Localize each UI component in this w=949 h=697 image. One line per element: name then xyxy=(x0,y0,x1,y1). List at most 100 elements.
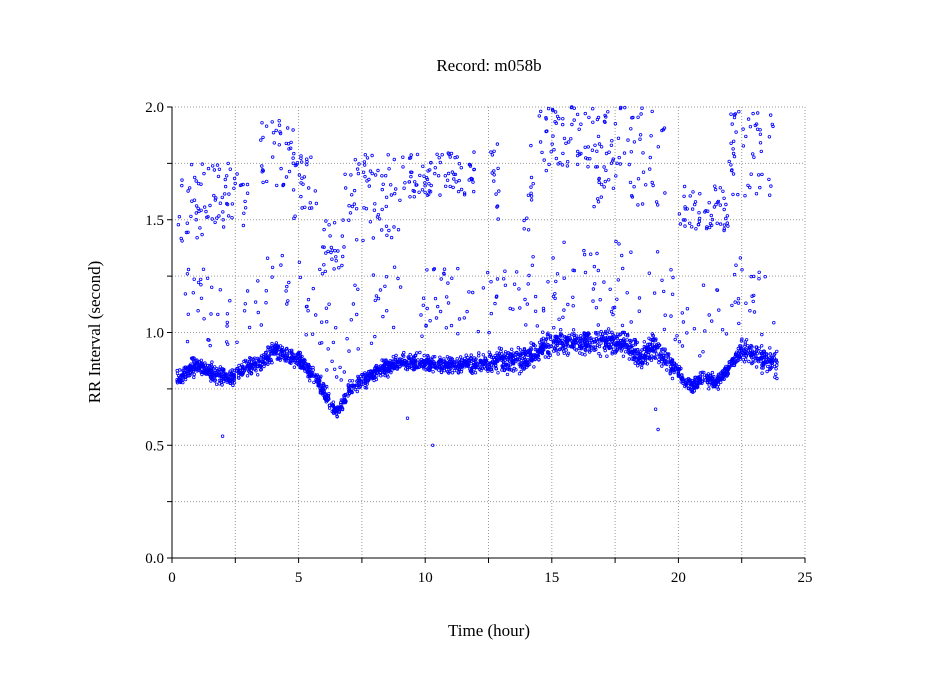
data-point xyxy=(320,341,324,345)
data-point xyxy=(674,363,679,367)
data-point xyxy=(448,356,452,360)
data-point xyxy=(682,194,686,198)
data-point xyxy=(571,345,575,349)
data-point xyxy=(544,168,548,173)
data-point xyxy=(454,180,458,184)
data-point xyxy=(203,363,208,367)
data-point xyxy=(510,347,514,351)
data-point xyxy=(252,361,256,365)
data-point xyxy=(740,268,744,272)
data-point xyxy=(459,165,463,170)
data-point xyxy=(571,304,575,308)
data-point xyxy=(414,360,418,365)
data-point xyxy=(700,370,704,374)
data-point xyxy=(598,298,602,302)
data-point xyxy=(296,355,301,359)
data-point xyxy=(306,374,310,379)
data-point xyxy=(571,268,575,272)
data-point xyxy=(325,320,329,324)
data-point xyxy=(746,349,751,353)
data-point xyxy=(710,378,714,382)
data-point xyxy=(341,218,345,222)
data-point xyxy=(604,115,608,119)
data-point xyxy=(590,148,595,152)
data-point xyxy=(277,118,281,123)
data-point xyxy=(210,360,214,364)
data-point xyxy=(381,314,385,319)
data-point xyxy=(245,191,250,195)
data-point xyxy=(415,152,420,157)
data-point xyxy=(194,211,198,215)
data-point xyxy=(481,286,486,290)
data-point xyxy=(453,155,457,160)
data-point xyxy=(551,108,555,113)
data-point xyxy=(529,185,533,189)
data-point xyxy=(588,156,592,161)
data-point xyxy=(433,361,437,365)
data-point xyxy=(278,130,282,134)
data-point xyxy=(525,302,529,306)
data-point xyxy=(725,221,729,225)
data-point xyxy=(570,122,574,127)
data-point xyxy=(592,345,596,349)
data-point xyxy=(218,201,223,205)
data-point xyxy=(349,173,353,177)
data-point xyxy=(391,355,395,359)
data-point xyxy=(640,365,644,370)
data-point xyxy=(375,374,379,378)
data-point xyxy=(442,359,446,363)
data-point xyxy=(688,194,692,198)
data-point xyxy=(748,354,753,358)
data-point xyxy=(751,358,755,362)
data-point xyxy=(249,371,254,375)
data-point xyxy=(625,291,629,295)
data-point xyxy=(474,357,478,361)
data-point xyxy=(566,302,570,307)
data-point xyxy=(748,309,752,313)
data-point xyxy=(657,360,661,365)
data-point xyxy=(535,324,539,328)
data-point xyxy=(407,362,412,367)
data-point xyxy=(596,115,601,120)
data-point xyxy=(330,248,334,252)
data-point xyxy=(287,147,291,151)
data-point xyxy=(523,357,527,362)
data-point xyxy=(275,344,280,348)
data-point xyxy=(663,313,667,317)
data-point xyxy=(299,181,303,185)
data-point xyxy=(706,209,710,213)
data-point xyxy=(685,331,689,335)
data-point xyxy=(523,297,527,302)
data-point xyxy=(433,296,438,301)
data-point xyxy=(741,358,745,362)
data-point xyxy=(331,408,336,413)
data-point xyxy=(749,172,753,176)
data-point xyxy=(750,345,754,349)
data-point xyxy=(722,223,727,227)
data-point xyxy=(598,354,603,358)
data-point xyxy=(739,346,744,350)
data-point xyxy=(613,121,618,126)
data-point xyxy=(408,156,413,160)
data-point xyxy=(178,378,182,382)
data-point xyxy=(213,220,217,225)
data-point xyxy=(363,174,367,179)
data-point xyxy=(384,195,389,199)
data-point xyxy=(259,323,263,327)
data-point xyxy=(700,381,704,385)
data-point xyxy=(293,360,297,365)
data-point xyxy=(698,375,702,379)
data-point xyxy=(257,363,261,368)
data-point xyxy=(775,349,779,354)
data-point xyxy=(553,296,557,301)
data-point xyxy=(436,360,441,364)
data-point xyxy=(265,256,270,260)
x-axis-label: Time (hour) xyxy=(448,621,530,640)
data-point xyxy=(492,179,496,183)
data-point xyxy=(770,122,774,127)
data-point xyxy=(705,225,709,229)
data-point xyxy=(386,375,390,379)
data-point xyxy=(640,348,644,352)
data-point xyxy=(308,379,312,383)
data-point xyxy=(462,192,467,197)
